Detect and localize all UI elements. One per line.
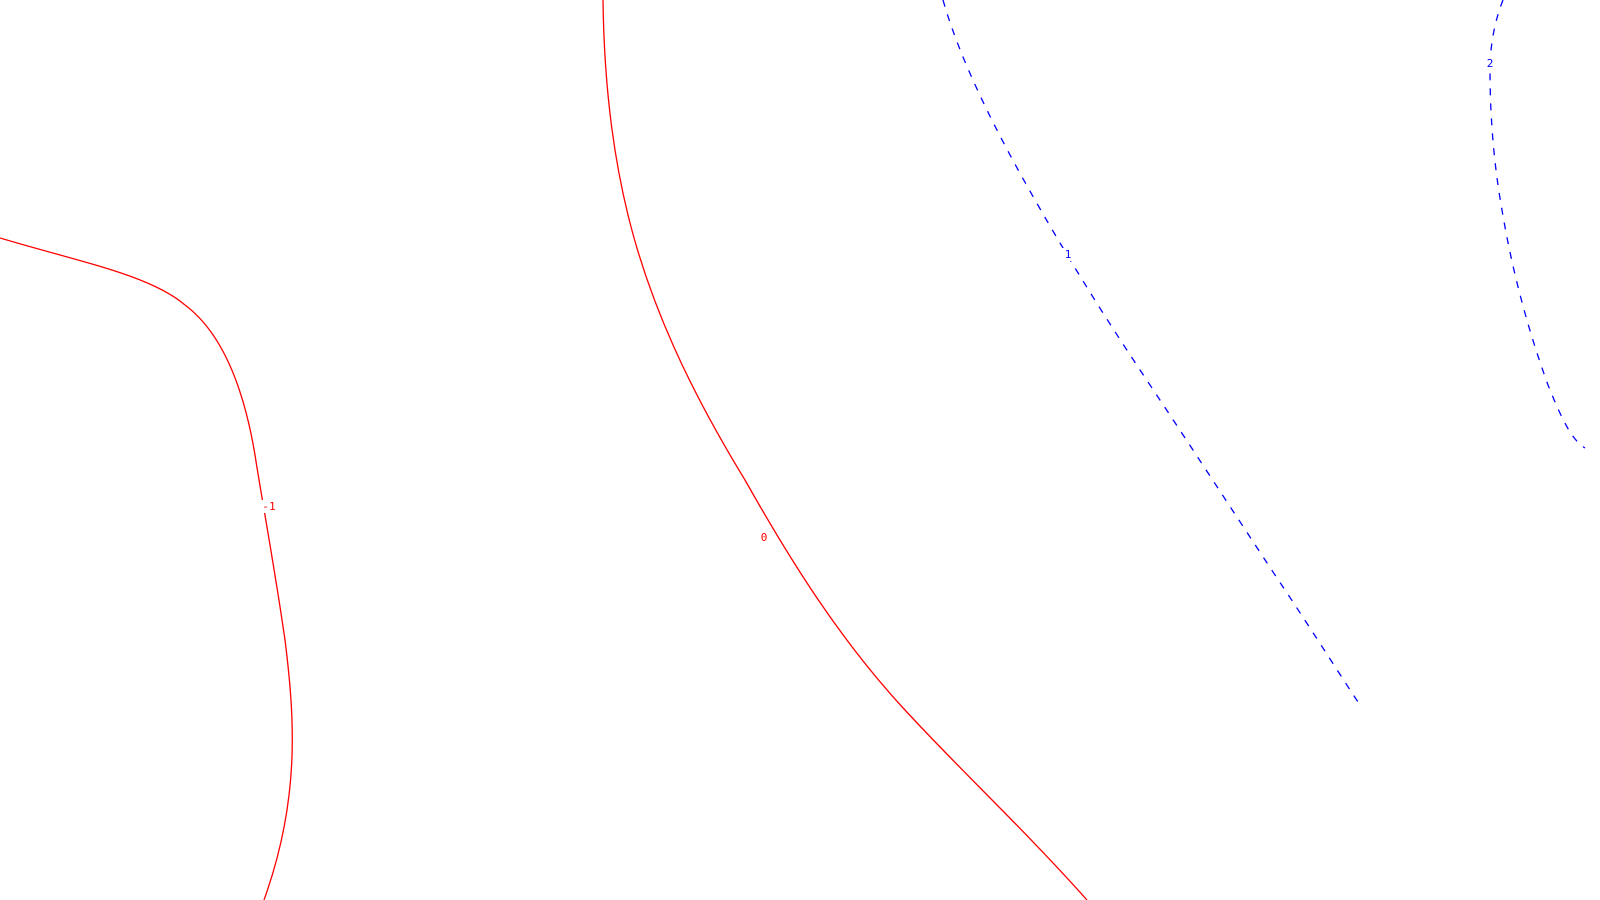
contour-level-minus-1: -1 <box>0 237 293 900</box>
contour-level-1: 1 <box>942 0 1363 709</box>
contour-label-bg <box>1484 56 1496 69</box>
contour-label-2: 2 <box>1487 57 1494 70</box>
contour-line-0 <box>602 0 1088 900</box>
contour-label-bg <box>758 531 770 544</box>
contour-level-0: 0 <box>602 0 1088 900</box>
contour-level-2: 2 <box>1484 0 1586 449</box>
contour-label-minus-1: -1 <box>262 500 275 513</box>
contour-label-bg <box>261 500 277 513</box>
contour-label-0: 0 <box>761 531 768 544</box>
contour-label-1: 1 <box>1065 248 1072 261</box>
contour-label-bg <box>1062 248 1074 261</box>
contour-line-1 <box>942 0 1363 709</box>
contour-line-minus-1 <box>0 237 293 900</box>
